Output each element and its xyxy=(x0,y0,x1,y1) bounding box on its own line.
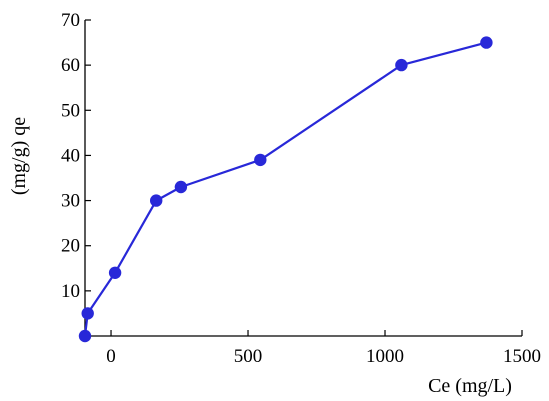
x-axis-title: Ce (mg/L) xyxy=(428,375,512,397)
data-point xyxy=(174,180,188,194)
y-axis-title: (mg/g) qe xyxy=(8,117,30,195)
data-point xyxy=(254,153,267,167)
x-tick-label: 500 xyxy=(234,346,263,367)
x-tick-label: 0 xyxy=(106,346,116,367)
axes xyxy=(84,20,522,337)
y-tick-label: 60 xyxy=(61,55,80,76)
series xyxy=(78,36,493,343)
series-line xyxy=(83,41,487,337)
y-tick-label: 20 xyxy=(61,236,80,257)
y-tick-label: 10 xyxy=(61,281,80,302)
data-point xyxy=(78,329,92,343)
y-tick-label: 50 xyxy=(61,100,80,121)
data-point xyxy=(480,36,493,49)
x-tick-label: 1000 xyxy=(366,346,404,367)
data-point xyxy=(395,58,408,72)
y-tick-label: 70 xyxy=(61,10,80,31)
x-tick-label: 1500 xyxy=(503,346,541,367)
ticks: 10 20 30 40 50 60 70 0 500 1000 1500 xyxy=(61,10,541,367)
y-tick-label: 40 xyxy=(61,145,80,166)
y-tick-label: 30 xyxy=(61,191,80,212)
data-point xyxy=(150,194,163,207)
data-point xyxy=(81,307,94,320)
data-point xyxy=(108,266,122,279)
